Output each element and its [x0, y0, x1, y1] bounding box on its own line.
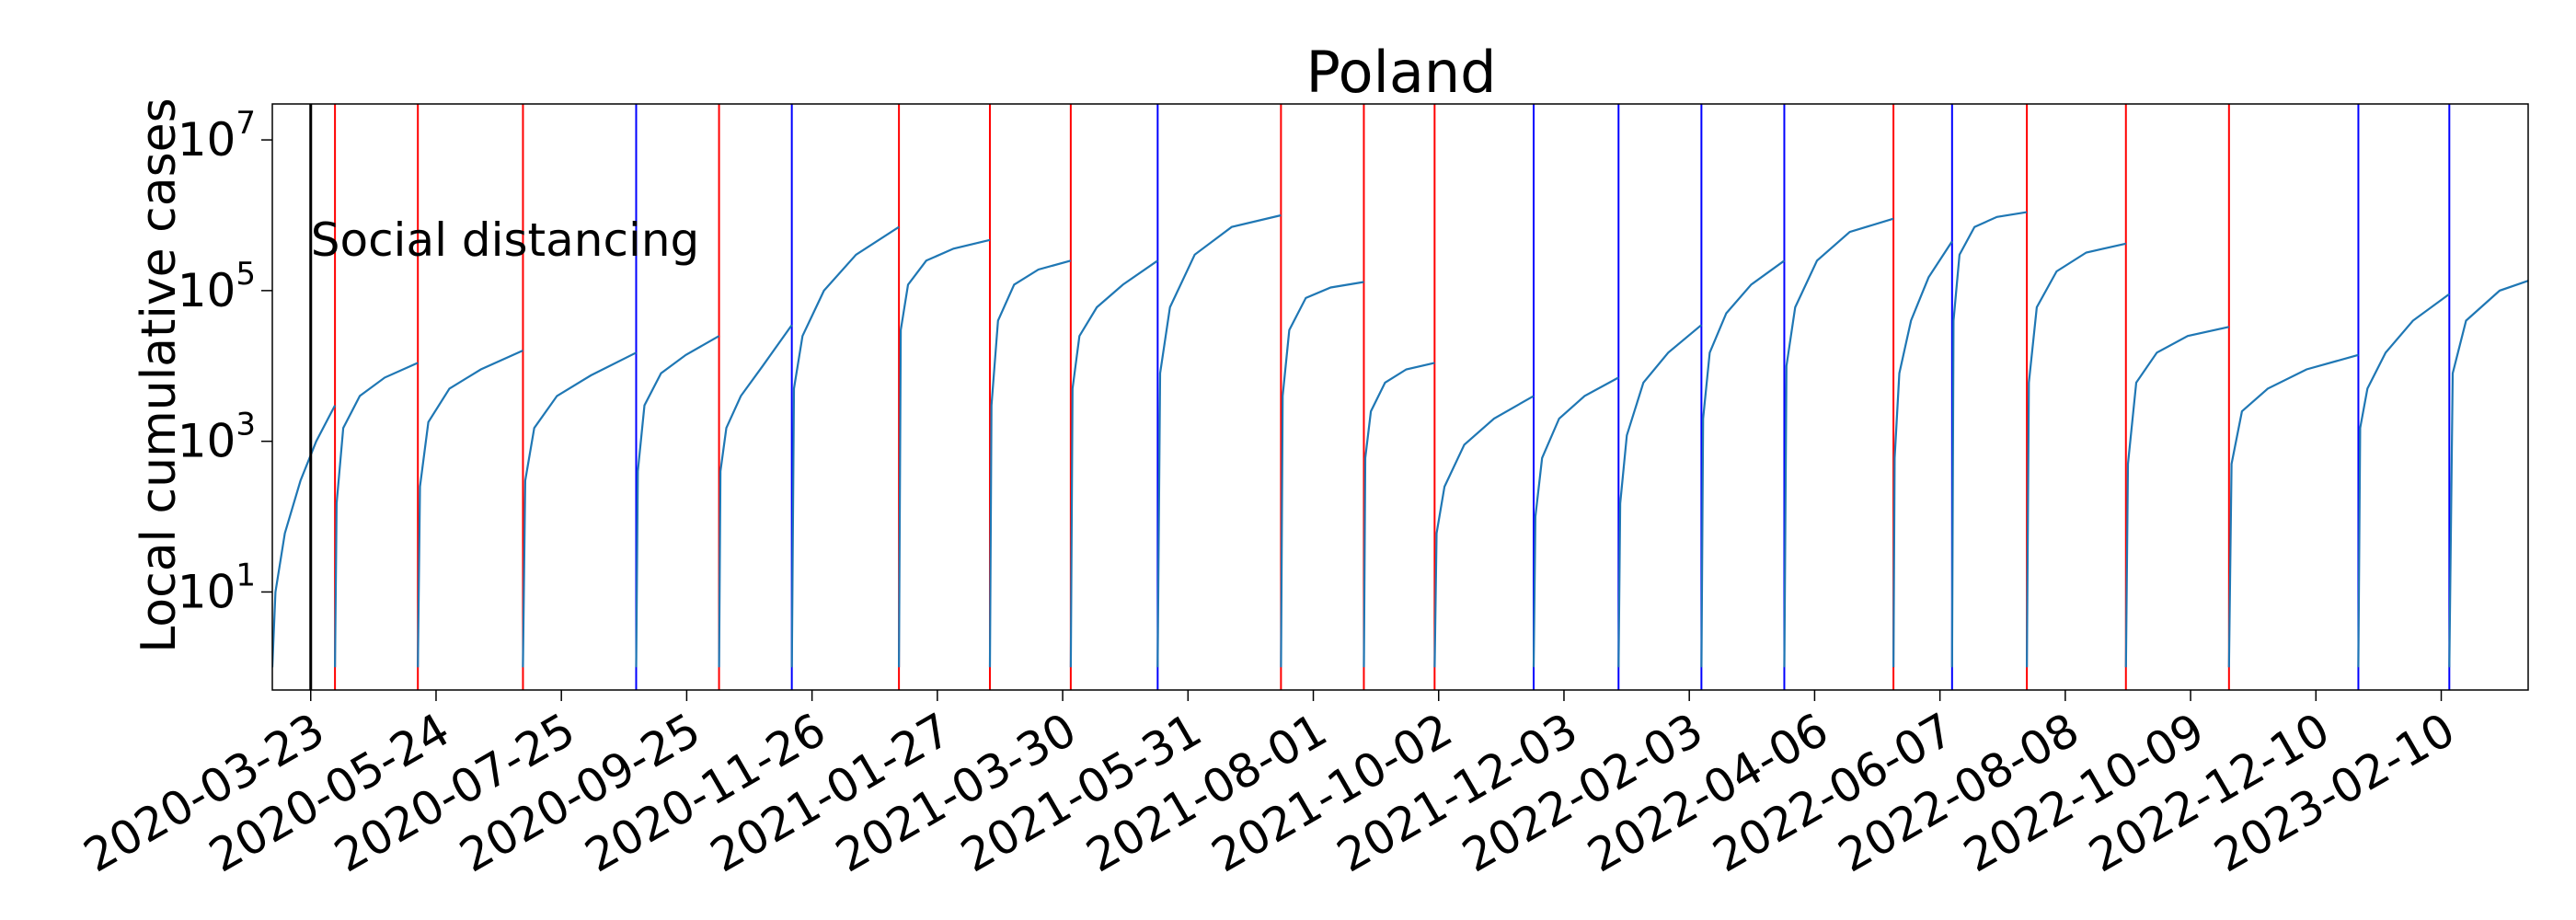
- series-segment-5: [718, 324, 793, 668]
- series-segment-2: [417, 349, 523, 668]
- series-segment-22: [2227, 353, 2359, 668]
- series-segment-15: [1617, 324, 1703, 668]
- series-segment-0: [272, 405, 337, 668]
- y-tick-label: 107: [178, 105, 256, 167]
- series-segment-20: [2026, 242, 2127, 668]
- plot-frame: [271, 103, 2529, 691]
- series-segment-17: [1783, 217, 1894, 668]
- series-segment-1: [334, 362, 419, 668]
- x-axis-ticks: 2020-03-232020-05-242020-07-252020-09-25…: [75, 690, 2464, 883]
- series-segment-19: [1950, 211, 2028, 668]
- series-segment-3: [522, 351, 637, 668]
- chart-title: Poland: [1306, 39, 1497, 106]
- series-segment-21: [2124, 326, 2230, 668]
- series-segment-14: [1532, 376, 1619, 668]
- annotation-layer: Social distancing: [309, 104, 700, 690]
- series-segment-6: [790, 225, 900, 668]
- y-tick-label: 105: [178, 256, 256, 317]
- series-segment-12: [1363, 362, 1435, 668]
- plot-area: [272, 104, 2528, 690]
- series-layer: [272, 211, 2528, 668]
- y-tick-label: 101: [178, 557, 256, 618]
- series-segment-16: [1700, 259, 1786, 668]
- series-segment-23: [2357, 293, 2450, 668]
- y-axis-ticks: 101 103 105 107: [178, 105, 272, 618]
- series-segment-8: [988, 259, 1072, 668]
- series-segment-7: [898, 238, 991, 668]
- vlines-layer: [334, 104, 2451, 690]
- series-segment-9: [1069, 259, 1158, 668]
- series-segment-13: [1433, 395, 1535, 668]
- series-segment-10: [1156, 213, 1282, 668]
- series-segment-11: [1280, 281, 1364, 668]
- y-tick-label: 103: [178, 407, 256, 468]
- series-segment-4: [635, 335, 720, 668]
- social-distancing-label: Social distancing: [311, 213, 700, 267]
- y-axis-label: Local cumulative cases: [132, 98, 187, 653]
- series-segment-18: [1892, 240, 1953, 668]
- series-segment-24: [2448, 280, 2528, 668]
